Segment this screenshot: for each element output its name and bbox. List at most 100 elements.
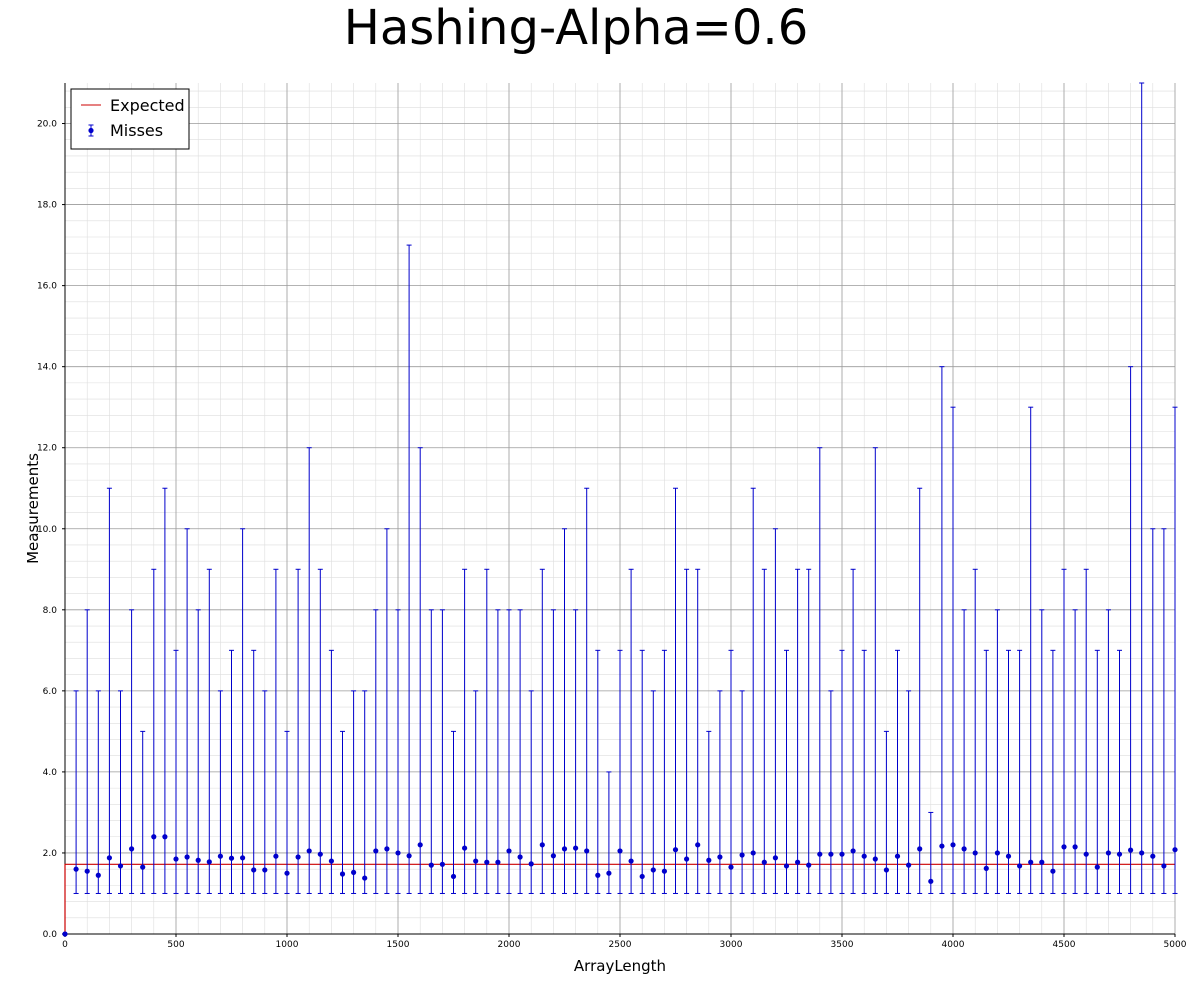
- misses-marker: [850, 848, 856, 854]
- y-tick-label: 2.0: [43, 849, 58, 859]
- misses-point: [251, 649, 257, 894]
- legend: Expected Misses: [70, 88, 190, 150]
- misses-point: [240, 528, 246, 894]
- misses-marker: [462, 845, 468, 851]
- misses-point: [351, 690, 357, 894]
- misses-point: [62, 931, 68, 937]
- misses-point: [117, 690, 124, 894]
- series-expected: [64, 863, 1175, 934]
- misses-point: [106, 487, 112, 894]
- misses-point: [295, 568, 301, 894]
- misses-point: [539, 568, 545, 894]
- misses-marker: [228, 855, 235, 861]
- misses-marker: [328, 858, 334, 864]
- misses-marker: [917, 846, 923, 852]
- misses-marker: [728, 864, 734, 870]
- misses-marker: [528, 861, 534, 867]
- misses-marker: [839, 851, 845, 857]
- misses-marker: [795, 859, 801, 865]
- misses-point: [750, 487, 756, 894]
- misses-marker: [140, 864, 146, 870]
- misses-marker: [129, 846, 135, 852]
- misses-marker: [517, 854, 523, 860]
- x-tick-label: 500: [167, 940, 184, 950]
- misses-point: [628, 568, 634, 894]
- y-axis-ticks: 0.0 2.0 4.0 6.0 8.0 10.0 12.0 14.0 16.0 18.0 20.0: [37, 120, 65, 940]
- misses-marker: [928, 878, 934, 884]
- misses-marker: [750, 850, 756, 856]
- misses-marker: [273, 853, 279, 859]
- x-tick-label: 3000: [720, 940, 743, 950]
- y-tick-label: 12.0: [37, 444, 57, 454]
- misses-point: [439, 609, 445, 894]
- misses-marker: [761, 859, 767, 865]
- misses-marker: [1083, 851, 1089, 857]
- y-tick-label: 20.0: [37, 120, 57, 130]
- misses-marker: [1161, 863, 1167, 869]
- misses-marker: [684, 856, 690, 862]
- misses-point: [517, 609, 523, 894]
- misses-marker: [950, 842, 956, 848]
- misses-marker: [883, 867, 890, 873]
- x-tick-label: 0: [62, 940, 68, 950]
- misses-point: [939, 366, 945, 894]
- misses-marker: [561, 846, 568, 852]
- misses-point: [384, 528, 390, 894]
- misses-point: [195, 609, 201, 894]
- misses-point: [206, 568, 212, 894]
- y-tick-label: 4.0: [43, 768, 58, 778]
- misses-marker: [428, 862, 434, 868]
- misses-point: [339, 730, 346, 894]
- misses-point: [373, 609, 379, 894]
- misses-point: [417, 447, 423, 894]
- misses-marker: [184, 854, 190, 860]
- misses-marker: [983, 865, 989, 871]
- x-axis-label: ArrayLength: [574, 957, 666, 975]
- legend-misses-label: Misses: [110, 121, 163, 140]
- misses-point: [728, 649, 734, 894]
- x-axis-ticks: 0 500 1000 1500 2000 2500 3000 3500 4000 4500 5000: [62, 934, 1187, 950]
- misses-marker: [473, 858, 479, 864]
- misses-marker: [650, 867, 656, 873]
- legend-misses-swatch: [88, 124, 94, 137]
- legend-misses-marker: [88, 127, 94, 134]
- misses-marker: [206, 859, 212, 865]
- misses-point: [506, 609, 512, 894]
- misses-marker: [1039, 859, 1045, 865]
- misses-marker: [295, 854, 301, 860]
- misses-point: [561, 528, 568, 894]
- misses-point: [73, 690, 79, 894]
- legend-box: [70, 88, 190, 150]
- misses-marker: [450, 873, 457, 880]
- misses-marker: [506, 848, 512, 854]
- misses-point: [1017, 649, 1023, 894]
- misses-point: [129, 609, 135, 894]
- misses-marker: [1116, 851, 1123, 857]
- misses-point: [1116, 649, 1123, 894]
- misses-marker: [661, 868, 668, 874]
- misses-point: [573, 609, 579, 894]
- misses-point: [1050, 649, 1056, 894]
- misses-point: [406, 244, 412, 894]
- y-tick-label: 0.0: [43, 930, 58, 940]
- expected-line: [64, 863, 1175, 934]
- misses-point: [928, 811, 934, 894]
- misses-marker: [339, 871, 346, 877]
- misses-point: [817, 447, 823, 894]
- misses-marker: [251, 867, 257, 873]
- misses-point: [473, 690, 479, 894]
- misses-point: [528, 690, 534, 894]
- misses-marker: [1128, 847, 1134, 853]
- misses-point: [684, 568, 690, 894]
- misses-marker: [417, 842, 423, 848]
- misses-marker: [84, 868, 90, 874]
- misses-marker: [495, 859, 501, 865]
- misses-point: [450, 730, 457, 894]
- misses-marker: [1150, 853, 1156, 859]
- legend-expected-label: Expected: [110, 96, 185, 115]
- misses-point: [495, 609, 501, 894]
- misses-point: [95, 690, 101, 894]
- misses-marker: [961, 846, 967, 852]
- misses-point: [806, 568, 812, 894]
- misses-point: [706, 730, 712, 894]
